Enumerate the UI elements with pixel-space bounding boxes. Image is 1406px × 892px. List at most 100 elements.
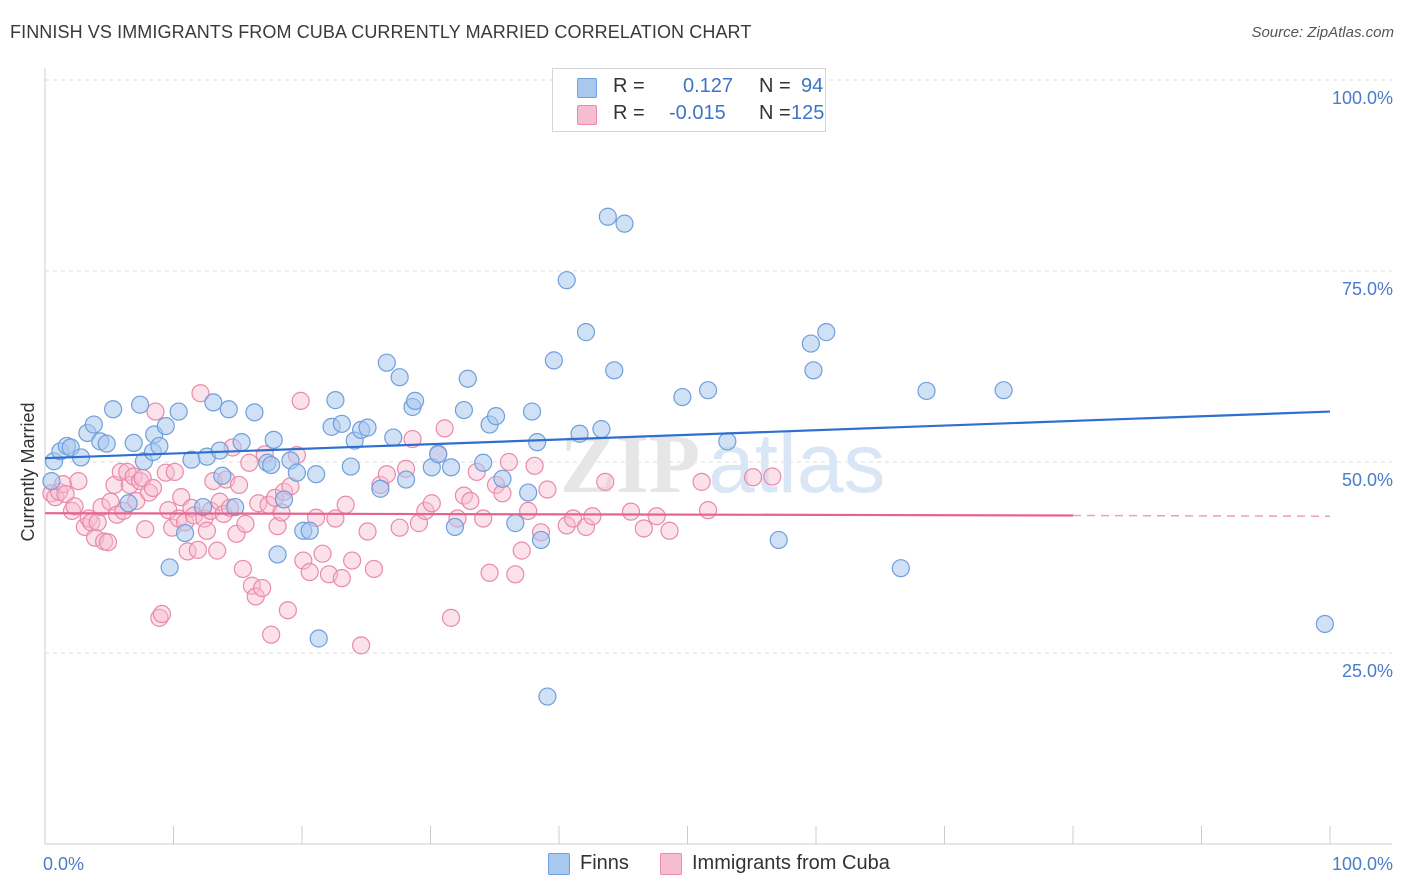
finns-point-66 (493, 469, 512, 488)
finns-point-18 (156, 416, 175, 436)
cuba-point-57 (233, 559, 252, 579)
finns-point-45 (332, 414, 351, 433)
cuba-point-123 (698, 501, 718, 520)
finns-point-9 (97, 434, 116, 453)
cuba-point-56 (229, 475, 249, 495)
cuba-point-43 (188, 540, 208, 559)
finns-point-72 (538, 687, 557, 706)
cuba-point-102 (474, 509, 493, 528)
cuba-point-36 (165, 462, 184, 482)
cuba-point-110 (525, 456, 544, 475)
finns-point-49 (358, 418, 377, 437)
y-axis-title: Currently Married (18, 402, 38, 541)
finns-n-value: 94 (801, 75, 824, 97)
finns-n-label: N = (759, 75, 791, 97)
cuba-point-119 (634, 519, 653, 538)
finns-point-76 (576, 323, 596, 342)
cuba-point-59 (240, 453, 259, 472)
finns-point-25 (204, 393, 223, 412)
x-tick-label-0: 0.0% (43, 854, 84, 874)
finns-point-82 (698, 381, 718, 400)
cuba-point-7 (69, 472, 88, 491)
finns-point-17 (150, 436, 169, 456)
cuba-point-106 (499, 452, 518, 472)
cuba-point-86 (364, 559, 384, 579)
cuba-point-121 (660, 521, 679, 540)
finns-point-87 (817, 323, 836, 342)
finns-point-56 (405, 391, 425, 410)
cuba-point-75 (294, 551, 313, 570)
cuba-point-84 (352, 636, 371, 655)
cuba-legend-label: Immigrants from Cuba (692, 852, 890, 874)
y-tick-label-25: 25.0% (1342, 661, 1393, 681)
cuba-point-122 (692, 472, 711, 491)
finns-point-34 (264, 430, 283, 449)
cuba-point-58 (236, 514, 255, 533)
finns-point-89 (917, 381, 936, 401)
cuba-point-81 (332, 569, 351, 588)
finns-legend-icon (548, 853, 570, 875)
y-tick-label-50: 50.0% (1342, 470, 1393, 490)
cuba-r-label: R = (613, 102, 645, 124)
cuba-point-44 (191, 384, 210, 403)
finns-r-value: 0.127 (683, 75, 734, 97)
finns-point-11 (119, 494, 138, 513)
finns-point-10 (104, 400, 123, 419)
finns-point-74 (557, 271, 576, 290)
cuba-point-91 (403, 429, 422, 449)
finns-point-84 (769, 530, 788, 550)
cuba-point-6 (65, 497, 84, 516)
cuba-point-124 (743, 468, 763, 487)
cuba-point-100 (461, 491, 480, 511)
cuba-point-112 (538, 480, 557, 499)
finns-point-50 (371, 479, 390, 498)
finns-point-46 (341, 457, 360, 476)
finns-point-27 (213, 466, 232, 485)
y-tick-label-100: 100.0% (1332, 88, 1393, 108)
cuba-trend-line (44, 512, 1074, 517)
finns-swatch-icon (577, 78, 597, 98)
cuba-n-label: N = (759, 102, 791, 124)
cuba-point-13 (92, 497, 111, 517)
cuba-point-32 (152, 604, 172, 624)
finns-point-33 (262, 455, 281, 475)
cuba-point-12 (88, 513, 107, 532)
finns-point-52 (384, 428, 403, 447)
finns-point-68 (519, 483, 538, 502)
finns-point-13 (130, 395, 150, 414)
cuba-point-46 (197, 521, 217, 540)
finns-point-58 (429, 445, 448, 464)
finns-point-12 (124, 433, 143, 452)
finns-point-63 (474, 453, 493, 472)
finns-point-60 (445, 517, 465, 537)
finns-point-30 (232, 433, 251, 452)
finns-point-35 (268, 545, 287, 564)
finns-point-81 (673, 387, 692, 407)
finns-point-51 (377, 353, 396, 372)
cuba-point-89 (390, 518, 409, 537)
finns-point-40 (300, 521, 319, 540)
cuba-point-125 (763, 467, 782, 486)
finns-point-91 (1315, 614, 1334, 634)
finns-point-61 (454, 400, 474, 420)
finns-point-65 (486, 407, 506, 426)
cuba-point-109 (519, 501, 538, 520)
finns-point-21 (175, 523, 195, 543)
finns-point-69 (522, 402, 542, 421)
cuba-point-107 (506, 565, 525, 584)
finns-point-41 (307, 465, 326, 484)
cuba-point-93 (416, 501, 435, 520)
finns-point-23 (193, 497, 213, 517)
cuba-point-27 (136, 520, 155, 539)
finns-point-77 (592, 420, 611, 439)
finns-point-73 (544, 351, 563, 370)
finns-r-label: R = (613, 75, 645, 97)
finns-point-59 (441, 458, 461, 477)
cuba-point-115 (576, 517, 596, 537)
cuba-point-49 (208, 541, 227, 560)
cuba-point-83 (343, 551, 362, 570)
finns-point-90 (994, 381, 1013, 400)
finns-point-88 (891, 559, 910, 578)
cuba-point-30 (146, 402, 165, 421)
trend-layer (44, 410, 1331, 517)
